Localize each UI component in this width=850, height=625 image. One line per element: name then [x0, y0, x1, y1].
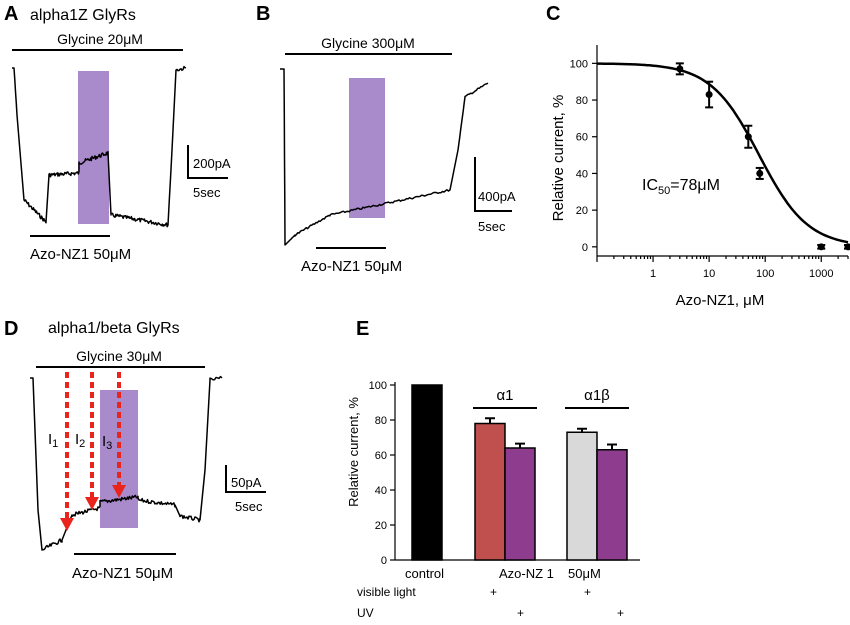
- x-tick-label: 1000: [809, 268, 833, 280]
- y-tick-label: 60: [576, 132, 588, 144]
- panel-a: A alpha1Z GlyRs Glycine 20μM Azo-NZ1 50μ…: [4, 3, 231, 263]
- scale-current-a: 200pA: [193, 156, 231, 171]
- light-box-a: [78, 71, 109, 224]
- panel-a-title: alpha1Z GlyRs: [30, 7, 136, 24]
- x-label-azo: Azo-NZ 1: [499, 566, 554, 581]
- arrowhead-i2-icon: [85, 497, 99, 510]
- panel-letter-d: D: [4, 318, 18, 340]
- scale-current-b: 400pA: [478, 189, 516, 204]
- uv-mark-a1b: +: [617, 606, 624, 620]
- azo-label-a: Azo-NZ1 50μM: [30, 246, 131, 263]
- scale-current-d: 50pA: [231, 475, 262, 490]
- data-point: [676, 65, 683, 72]
- light-box-b: [349, 78, 385, 218]
- panel-d: D alpha1/beta GlyRs Glycine 30μM I1 I2 I…: [4, 318, 266, 582]
- glycine-label-d: Glycine 30μM: [76, 348, 162, 364]
- group-label: α1β: [584, 387, 610, 404]
- scale-time-d: 5sec: [235, 499, 263, 514]
- panel-letter-e: E: [356, 318, 369, 340]
- azo-label-b: Azo-NZ1 50μM: [301, 258, 402, 275]
- panel-letter-a: A: [4, 3, 18, 25]
- fit-curve: [597, 64, 848, 243]
- y-tick-label: 60: [375, 450, 387, 462]
- y-tick-label: 100: [369, 380, 387, 392]
- bar: [567, 432, 597, 560]
- x-label-conc: 50μM: [568, 566, 601, 581]
- bar: [505, 448, 535, 560]
- condition-visible-light: visible light: [357, 585, 416, 599]
- data-point: [745, 133, 752, 140]
- bar: [597, 450, 627, 560]
- y-tick-label: 20: [576, 205, 588, 217]
- y-axis-label-e: Relative current, %: [346, 397, 361, 507]
- panel-c: C 0 20 40 60 80 100 1 10 100 1000 IC50=78μM Azo-N…: [546, 3, 850, 309]
- data-point: [706, 91, 713, 98]
- bar: [475, 424, 505, 561]
- y-tick-label: 40: [576, 168, 588, 180]
- ic50-annotation: IC50=78μM: [642, 177, 720, 197]
- arrowhead-i1-icon: [60, 518, 74, 531]
- y-tick-label: 20: [375, 520, 387, 532]
- panel-b: B Glycine 300μM Azo-NZ1 50μM 400pA 5sec: [256, 3, 516, 275]
- y-tick-label: 100: [570, 58, 588, 70]
- y-tick-label: 0: [582, 242, 588, 254]
- x-tick-label: 10: [703, 268, 715, 280]
- x-tick-label: 100: [756, 268, 774, 280]
- condition-uv: UV: [357, 606, 374, 620]
- panel-letter-c: C: [546, 3, 560, 25]
- y-tick-label: 0: [381, 555, 387, 567]
- scale-time-a: 5sec: [193, 185, 221, 200]
- y-tick-label: 80: [576, 95, 588, 107]
- label-i2: I2: [75, 431, 85, 450]
- group-label: α1: [496, 387, 513, 404]
- panel-letter-b: B: [256, 3, 270, 25]
- panel-d-title: alpha1/beta GlyRs: [48, 320, 180, 337]
- visible-mark-a1: +: [490, 585, 497, 599]
- y-tick-label: 40: [375, 485, 387, 497]
- scale-time-b: 5sec: [478, 219, 506, 234]
- bar: [412, 385, 442, 560]
- label-i1: I1: [48, 431, 58, 450]
- data-point: [756, 170, 763, 177]
- glycine-label-a: Glycine 20μM: [57, 31, 143, 47]
- light-box-d: [100, 390, 138, 528]
- y-axis-label-c: Relative current, %: [550, 95, 567, 222]
- ic50-chart: 0 20 40 60 80 100 1 10 100 1000: [570, 45, 850, 280]
- visible-mark-a1b: +: [584, 585, 591, 599]
- y-tick-label: 80: [375, 415, 387, 427]
- azo-label-d: Azo-NZ1 50μM: [72, 565, 173, 582]
- x-tick-label: 1: [650, 268, 656, 280]
- uv-mark-a1: +: [517, 606, 524, 620]
- bar-chart: 0 20 40 60 80 100 α1 α1β: [369, 380, 640, 567]
- glycine-label-b: Glycine 300μM: [321, 35, 415, 51]
- data-point: [818, 243, 825, 250]
- x-axis-label-c: Azo-NZ1, μM: [676, 292, 765, 309]
- x-label-control: control: [405, 566, 444, 581]
